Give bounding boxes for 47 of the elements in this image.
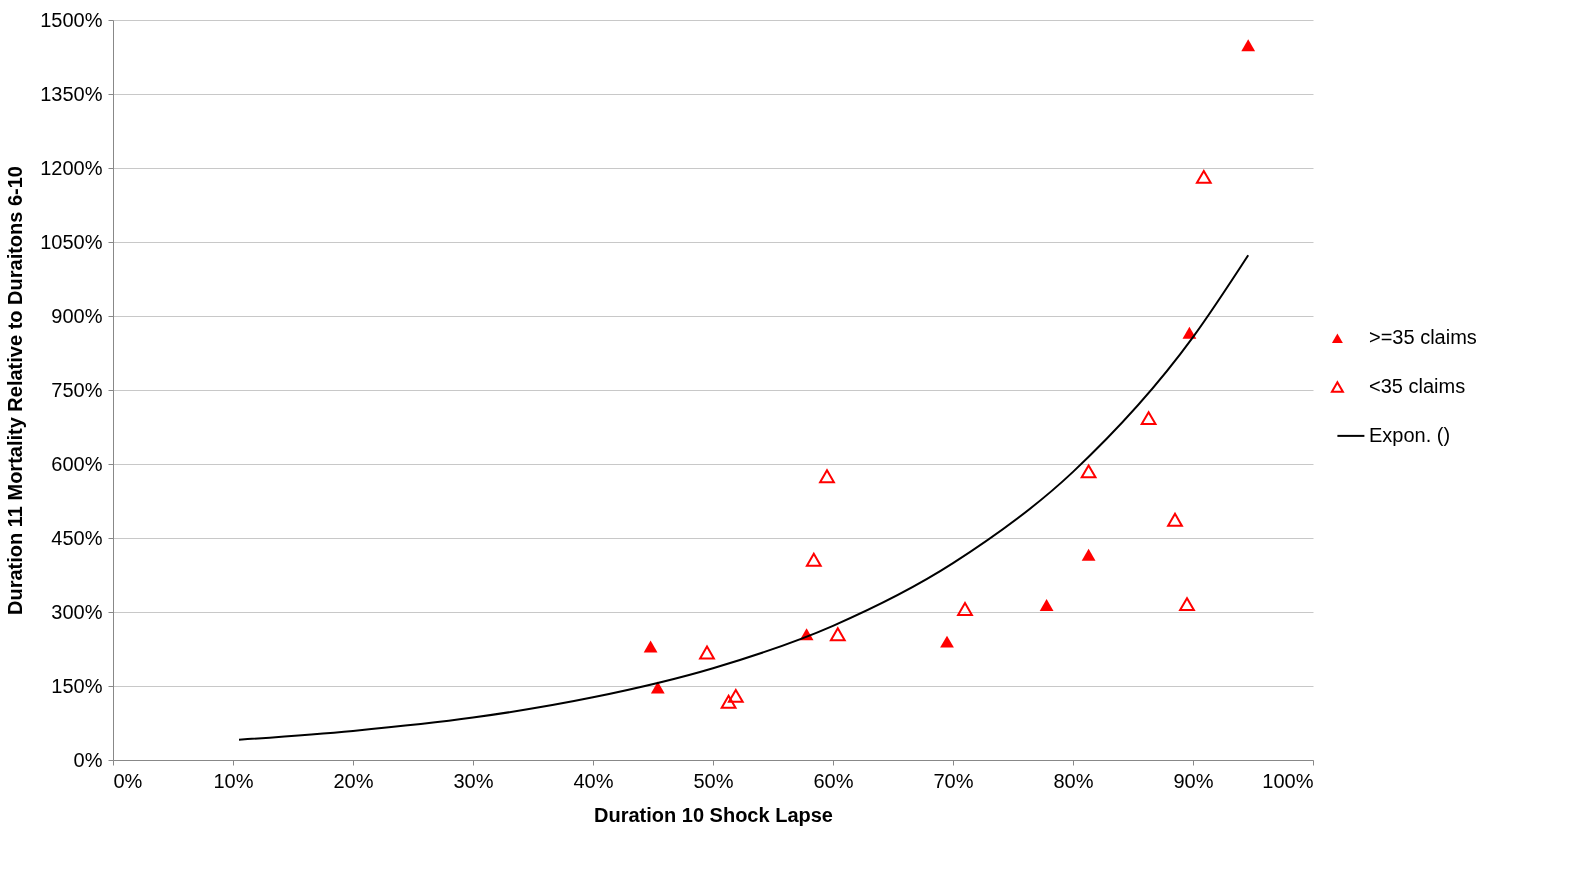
point [1179,597,1195,612]
x-axis-title: Duration 10 Shock Lapse [594,803,833,826]
point [957,602,973,617]
x-tick-label: 0% [113,769,143,792]
y-tick-label: 900% [51,304,103,327]
point [940,635,954,648]
point [1167,512,1183,527]
y-tick-label: 1050% [40,230,103,253]
point [805,552,822,567]
point [819,469,835,484]
point [643,640,658,653]
y-axis-title: Duration 11 Mortality Relative to Duraitons 6-10 [4,166,27,615]
point [829,627,846,642]
legend-label: <35 claims [1369,375,1466,398]
x-tick-label: 60% [813,769,854,792]
legend-label: Expon. () [1369,423,1451,446]
point [1039,599,1054,612]
point [1080,464,1097,479]
point [1081,548,1096,561]
y-tick-label: 1200% [40,156,103,179]
x-tick-label: 70% [933,769,974,792]
y-tick-label: 450% [51,526,103,549]
line-series [238,254,1250,741]
point [1241,39,1256,52]
x-tick-label: 30% [453,769,494,792]
x-tick-label: 50% [693,769,734,792]
point [650,681,665,694]
x-tick-label: 90% [1173,769,1214,792]
x-tick-label: 80% [1053,769,1094,792]
y-tick-label: 0% [73,748,103,771]
point [1195,169,1212,184]
y-tick-label: 1500% [40,8,103,31]
y-tick-label: 300% [51,600,103,623]
point [1182,326,1197,339]
x-tick-label: 20% [333,769,374,792]
point [1140,411,1157,426]
point [699,645,715,660]
y-tick-label: 600% [51,452,103,475]
x-tick-label: 10% [213,769,254,792]
x-tick-label: 40% [573,769,614,792]
y-tick-label: 150% [51,674,103,697]
x-tick-label: 100% [1262,769,1314,792]
y-tick-label: 750% [51,378,103,401]
y-tick-label: 1350% [40,82,103,105]
point [720,694,737,709]
point [727,688,744,703]
legend-label: >=35 claims [1369,326,1477,349]
